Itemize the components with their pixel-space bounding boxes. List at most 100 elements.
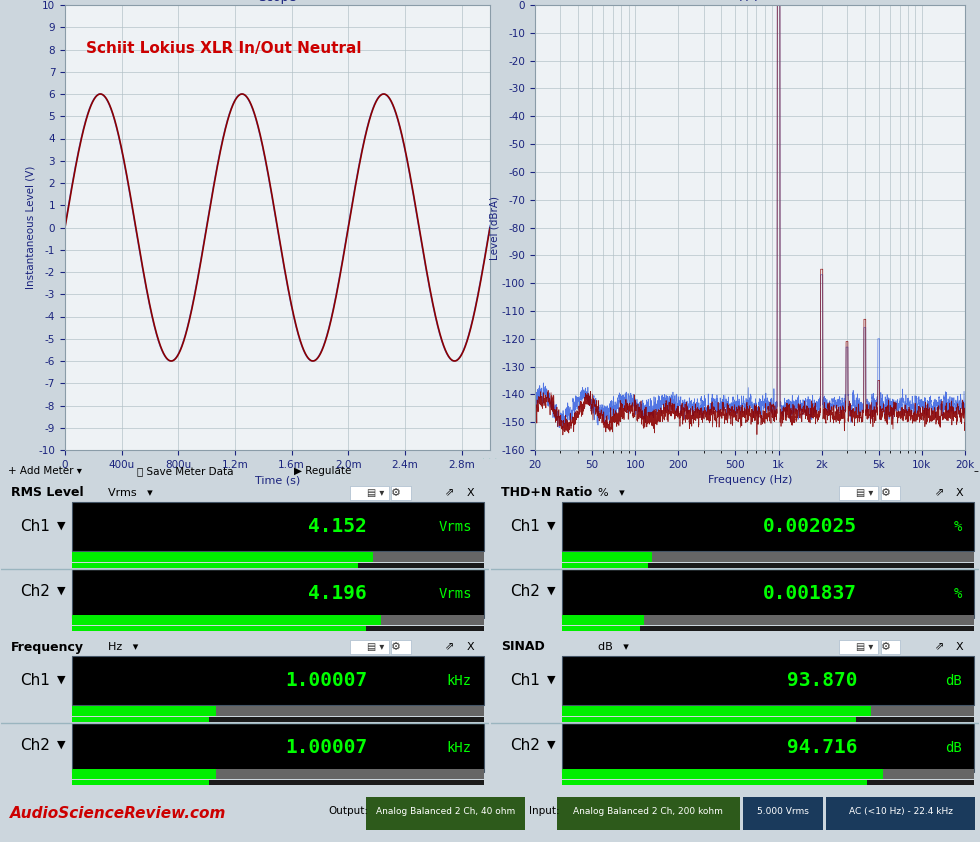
Text: –: – bbox=[973, 466, 978, 476]
Text: ▼: ▼ bbox=[57, 675, 66, 685]
Text: Ch1: Ch1 bbox=[21, 673, 50, 688]
Text: ▼: ▼ bbox=[547, 675, 556, 685]
Bar bbox=[883, 769, 974, 779]
Text: ▶ Regulate: ▶ Regulate bbox=[294, 466, 352, 476]
Bar bbox=[644, 616, 974, 625]
Text: Ch2: Ch2 bbox=[21, 738, 50, 753]
Bar bbox=[881, 486, 900, 500]
Text: 5.000 Vrms: 5.000 Vrms bbox=[758, 807, 808, 816]
Bar bbox=[381, 616, 484, 625]
Title: FFT: FFT bbox=[739, 0, 760, 4]
Bar bbox=[216, 706, 484, 716]
Text: ⚙: ⚙ bbox=[391, 642, 402, 652]
X-axis label: Frequency (Hz): Frequency (Hz) bbox=[708, 475, 792, 485]
Text: Ch1: Ch1 bbox=[511, 519, 540, 534]
Text: Output:: Output: bbox=[328, 806, 368, 816]
Text: %: % bbox=[954, 520, 962, 534]
Title: Scope: Scope bbox=[259, 0, 297, 4]
Text: Vrms   ▾: Vrms ▾ bbox=[109, 488, 153, 498]
Text: 1.00007: 1.00007 bbox=[285, 738, 367, 757]
Text: ▼: ▼ bbox=[57, 586, 66, 596]
Bar bbox=[557, 797, 740, 829]
Text: 93.870: 93.870 bbox=[787, 671, 857, 690]
Bar bbox=[562, 769, 974, 779]
Bar bbox=[562, 781, 867, 785]
Bar bbox=[562, 723, 974, 772]
Text: Ch1: Ch1 bbox=[21, 519, 50, 534]
Text: Ch1: Ch1 bbox=[511, 673, 540, 688]
Bar bbox=[350, 640, 389, 654]
Text: ▼: ▼ bbox=[547, 521, 556, 531]
Bar bbox=[562, 717, 856, 722]
Text: · · ·: · · · bbox=[482, 454, 498, 463]
Bar bbox=[839, 640, 878, 654]
Text: ⚙: ⚙ bbox=[881, 488, 891, 498]
Text: ⚙: ⚙ bbox=[391, 488, 402, 498]
Bar bbox=[72, 569, 484, 618]
Bar bbox=[562, 616, 974, 625]
Text: ⇗: ⇗ bbox=[446, 488, 455, 498]
Text: ▤ ▾: ▤ ▾ bbox=[367, 488, 384, 498]
Text: ⇗: ⇗ bbox=[935, 488, 944, 498]
Text: Vrms: Vrms bbox=[438, 520, 472, 534]
Bar bbox=[562, 706, 871, 716]
Bar bbox=[72, 769, 216, 779]
Text: 4.152: 4.152 bbox=[309, 517, 367, 536]
Bar bbox=[562, 563, 974, 568]
Text: 94.716: 94.716 bbox=[787, 738, 857, 757]
Bar bbox=[72, 781, 484, 785]
Text: ▼: ▼ bbox=[57, 521, 66, 531]
Bar bbox=[72, 563, 358, 568]
Bar bbox=[72, 563, 484, 568]
Text: ▤ ▾: ▤ ▾ bbox=[857, 642, 873, 652]
Text: X: X bbox=[466, 488, 474, 498]
Bar bbox=[72, 717, 209, 722]
Bar bbox=[562, 656, 974, 706]
Text: kHz: kHz bbox=[447, 674, 472, 688]
Text: %   ▾: % ▾ bbox=[598, 488, 625, 498]
Text: X: X bbox=[956, 488, 963, 498]
Text: %: % bbox=[954, 587, 962, 600]
Text: ▼: ▼ bbox=[547, 740, 556, 750]
Bar bbox=[562, 717, 974, 722]
Text: ⚙: ⚙ bbox=[881, 642, 891, 652]
Text: X: X bbox=[466, 642, 474, 652]
Text: 4.196: 4.196 bbox=[309, 584, 367, 603]
Text: 0.001837: 0.001837 bbox=[763, 584, 857, 603]
Text: RMS Level: RMS Level bbox=[11, 487, 83, 499]
Bar bbox=[562, 552, 974, 562]
Bar bbox=[881, 640, 900, 654]
Text: ▼: ▼ bbox=[547, 586, 556, 596]
Text: Analog Balanced 2 Ch, 40 ohm: Analog Balanced 2 Ch, 40 ohm bbox=[375, 807, 515, 816]
Text: dB: dB bbox=[945, 674, 962, 688]
Text: ▤ ▾: ▤ ▾ bbox=[857, 488, 873, 498]
Text: ⇗: ⇗ bbox=[446, 642, 455, 652]
Bar bbox=[216, 769, 484, 779]
Text: AC (<10 Hz) - 22.4 kHz: AC (<10 Hz) - 22.4 kHz bbox=[849, 807, 953, 816]
Text: AudioScienceReview.com: AudioScienceReview.com bbox=[10, 806, 226, 821]
Bar bbox=[562, 552, 653, 562]
Text: Schiit Lokius XLR In/Out Neutral: Schiit Lokius XLR In/Out Neutral bbox=[86, 40, 362, 56]
Bar bbox=[562, 502, 974, 552]
Bar bbox=[562, 769, 883, 779]
Text: THD+N Ratio: THD+N Ratio bbox=[501, 487, 592, 499]
Bar bbox=[839, 486, 878, 500]
Bar bbox=[562, 626, 640, 632]
Bar bbox=[72, 552, 484, 562]
X-axis label: Time (s): Time (s) bbox=[255, 475, 300, 485]
Text: Input:: Input: bbox=[529, 806, 560, 816]
Bar bbox=[391, 486, 411, 500]
Bar bbox=[72, 769, 484, 779]
Bar bbox=[72, 656, 484, 706]
Text: Ch2: Ch2 bbox=[511, 738, 540, 753]
Bar bbox=[743, 797, 823, 829]
Text: ▼: ▼ bbox=[57, 740, 66, 750]
Bar bbox=[72, 626, 366, 632]
Bar bbox=[562, 626, 974, 632]
Bar bbox=[72, 706, 484, 716]
Text: 0.002025: 0.002025 bbox=[763, 517, 857, 536]
Text: kHz: kHz bbox=[447, 741, 472, 754]
Bar bbox=[562, 616, 644, 625]
Bar bbox=[562, 563, 648, 568]
Bar bbox=[72, 706, 216, 716]
